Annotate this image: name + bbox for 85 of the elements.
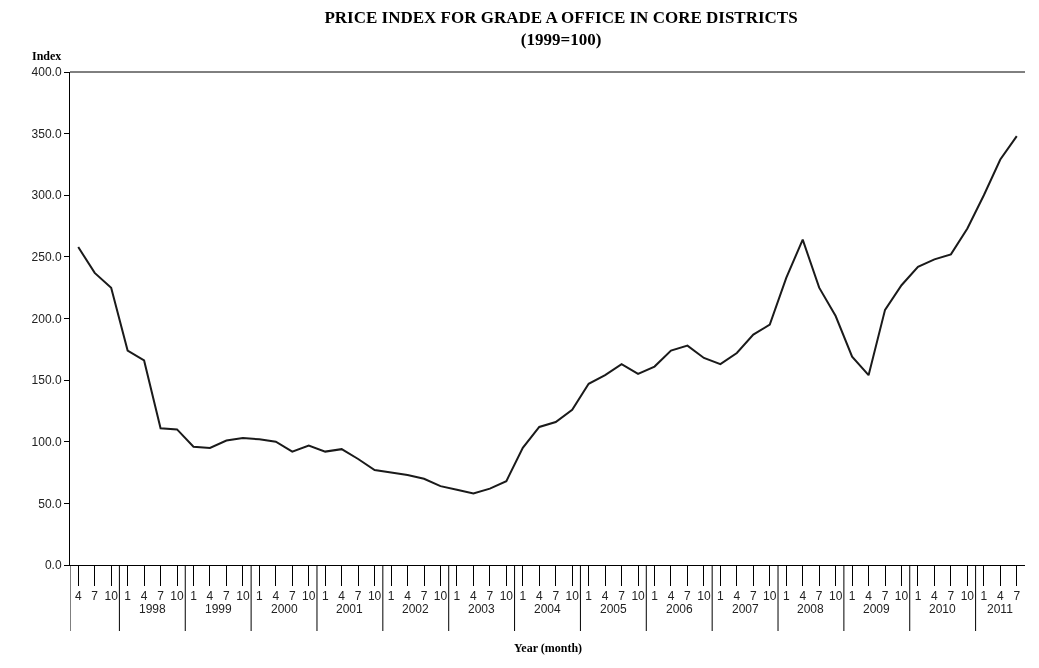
x-tick-label: 1: [980, 589, 988, 604]
text: 2006: [666, 602, 694, 616]
x-tick-label: 10: [104, 589, 119, 604]
x-tick-label: 7: [618, 589, 626, 604]
text: 2005: [600, 602, 628, 616]
x-tick-label: 1: [914, 589, 922, 604]
text: 2004: [534, 602, 562, 616]
x-tick-label: 7: [157, 589, 165, 604]
text: 1999: [205, 602, 233, 616]
x-tick-label: 1: [519, 589, 527, 604]
x-tick-label: 7: [354, 589, 362, 604]
x-tick-label: 10: [960, 589, 975, 604]
y-tick-label: 150.0: [31, 373, 62, 388]
text: 2011: [987, 602, 1014, 616]
text: 1998: [139, 602, 167, 616]
y-tick-label: 50.0: [38, 496, 62, 511]
x-tick-label: 7: [223, 589, 231, 604]
y-axis-title: Index: [32, 49, 62, 63]
x-tick-label: 4: [272, 589, 280, 604]
x-tick-label: 10: [433, 589, 448, 604]
x-tick-label: 4: [74, 589, 82, 604]
line-series: [77, 135, 1018, 495]
x-tick-label: 1: [124, 589, 132, 604]
x-tick-label: 4: [865, 589, 873, 604]
text: 2002: [402, 602, 430, 616]
x-tick-label: 4: [996, 589, 1004, 604]
y-tick-label: 200.0: [31, 311, 62, 326]
y-tick-label: 250.0: [31, 250, 62, 265]
x-tick-label: 7: [684, 589, 692, 604]
text: 2000: [271, 602, 299, 616]
x-tick-label: 1: [321, 589, 329, 604]
text: 2009: [863, 602, 891, 616]
x-tick-label: 1: [782, 589, 790, 604]
y-tick-label: 400.0: [31, 65, 62, 80]
x-tick-label: 4: [601, 589, 609, 604]
y-tick-label: 100.0: [31, 434, 62, 449]
x-tick-label: 4: [535, 589, 543, 604]
text: 2001: [336, 602, 364, 616]
x-tick-label: 10: [828, 589, 843, 604]
x-tick-label: 4: [931, 589, 939, 604]
x-tick-label: 1: [848, 589, 856, 604]
text: 2010: [929, 602, 957, 616]
x-tick-label: 1: [585, 589, 593, 604]
x-tick-label: 7: [420, 589, 428, 604]
x-tick-label: 10: [302, 589, 316, 604]
y-tick-label: 0.0: [44, 558, 62, 573]
x-tick-label: 10: [631, 589, 646, 604]
x-tick-label: 1: [256, 589, 264, 604]
text: 2007: [732, 602, 760, 616]
x-tick-label: 10: [697, 589, 711, 604]
x-tick-label: 7: [749, 589, 757, 604]
x-tick-label: 7: [288, 589, 296, 604]
x-axis-title: Year (month): [514, 641, 583, 655]
x-tick-label: 10: [565, 589, 580, 604]
x-tick-label: 1: [651, 589, 659, 604]
x-tick-label: 4: [404, 589, 412, 604]
y-tick-label: 300.0: [31, 188, 62, 203]
x-tick-label: 10: [236, 589, 250, 604]
x-tick-label: 7: [552, 589, 560, 604]
x-tick-label: 4: [667, 589, 675, 604]
x-tick-label: 1: [453, 589, 461, 604]
x-tick-label: 4: [338, 589, 346, 604]
x-tick-label: 7: [815, 589, 823, 604]
x-tick-label: 10: [763, 589, 777, 604]
x-tick-label: 4: [733, 589, 741, 604]
chart-title: PRICE INDEX FOR GRADE A OFFICE IN CORE DISTRICTS (1999=100): [324, 8, 798, 50]
x-tick-label: 10: [894, 589, 909, 604]
x-tick-label: 4: [140, 589, 148, 604]
x-tick-label: 7: [947, 589, 955, 604]
x-tick-label: 7: [486, 589, 494, 604]
x-tick-label: 10: [499, 589, 514, 604]
x-tick-label: 7: [91, 589, 99, 604]
x-tick-label: 4: [206, 589, 214, 604]
text: 2003: [468, 602, 496, 616]
x-tick-label: 7: [1013, 589, 1021, 604]
x-tick-label: 4: [799, 589, 807, 604]
x-tick-label: 4: [470, 589, 478, 604]
x-tick-label: 7: [881, 589, 889, 604]
x-tick-label: 1: [387, 589, 395, 604]
x-tick-label: 1: [190, 589, 198, 604]
x-tick-label: 1: [717, 589, 725, 604]
text: 2008: [797, 602, 825, 616]
x-tick-label: 10: [367, 589, 382, 604]
x-tick-label: 10: [170, 589, 185, 604]
y-tick-label: 350.0: [31, 126, 62, 141]
